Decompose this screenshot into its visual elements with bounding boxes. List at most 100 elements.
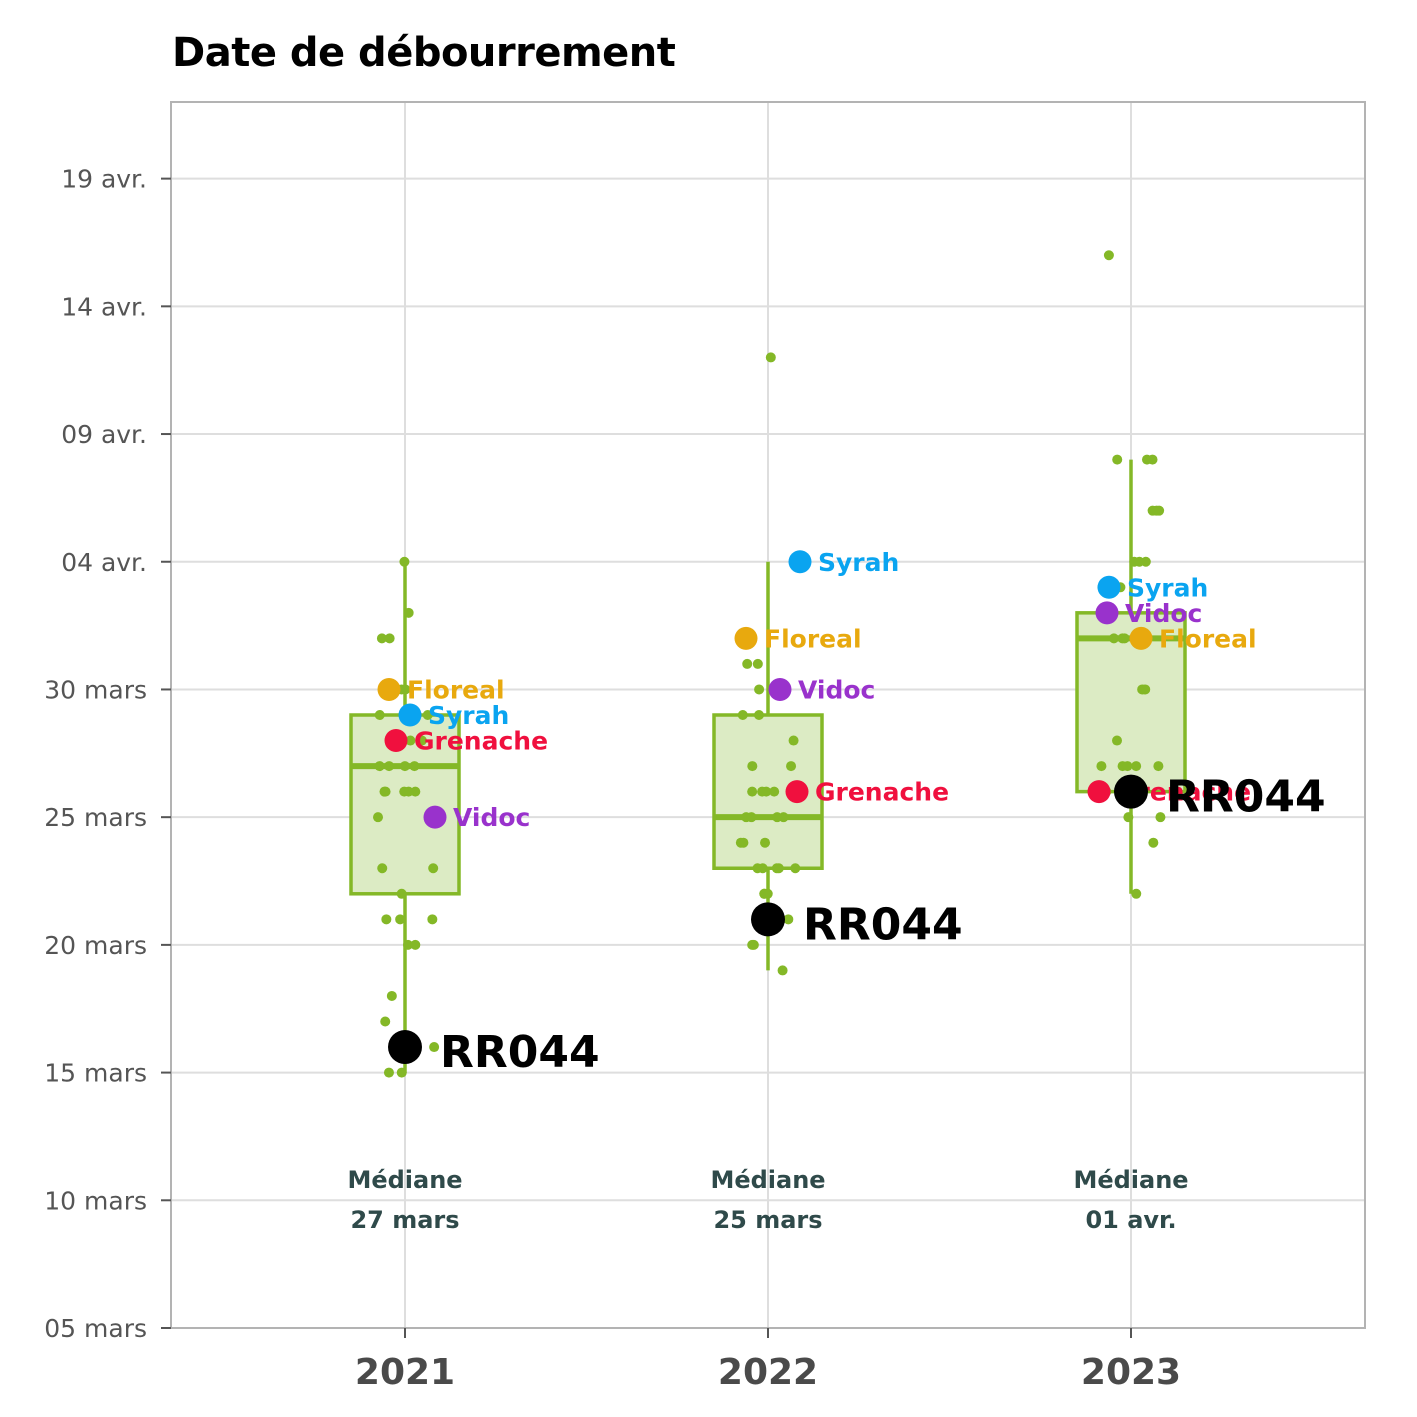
variety-rr044-2023: RR044 (1114, 772, 1326, 823)
observation-point (747, 761, 758, 772)
observation-point (416, 735, 427, 746)
variety-marker (398, 703, 422, 727)
y-tick-label: 09 avr. (61, 420, 147, 449)
variety-label: Floreal (407, 675, 505, 704)
observation-point (383, 1067, 394, 1078)
observation-point (786, 761, 797, 772)
observation-point (790, 863, 801, 874)
observation-point (429, 1042, 440, 1053)
variety-label: Syrah (428, 701, 509, 730)
variety-label: Syrah (1127, 573, 1208, 602)
y-tick-label: 30 mars (44, 675, 147, 704)
variety-marker (1114, 774, 1148, 809)
observation-point (760, 837, 771, 848)
variety-rr044-2021: RR044 (388, 1027, 600, 1078)
observation-point (788, 735, 799, 746)
observation-point (396, 1067, 407, 1078)
variety-marker (1129, 626, 1153, 650)
median-annotation-title: Médiane (710, 1166, 825, 1194)
observation-point (1131, 761, 1142, 772)
observation-point (410, 939, 421, 950)
variety-label: Vidoc (453, 803, 530, 832)
variety-syrah-2022: Syrah (788, 548, 899, 577)
observation-point (374, 761, 385, 772)
variety-vidoc-2023: Vidoc (1095, 599, 1202, 628)
observation-point (771, 863, 782, 874)
variety-label: RR044 (1166, 772, 1326, 823)
observation-point (403, 939, 414, 950)
observation-point (777, 965, 788, 976)
box-2023 (1075, 459, 1187, 894)
observation-point (1147, 505, 1158, 516)
variety-label: Syrah (818, 548, 899, 577)
variety-syrah-2021: Syrah (398, 701, 509, 730)
observation-point (400, 684, 411, 695)
observation-point (380, 786, 391, 797)
observation-point (754, 684, 765, 695)
observation-point (1119, 633, 1130, 644)
y-tick-label: 20 mars (44, 931, 147, 960)
observation-point (399, 556, 410, 567)
variety-floreal-2023: Floreal (1129, 624, 1257, 653)
observation-point (1129, 556, 1140, 567)
observation-point (384, 761, 395, 772)
observation-point (373, 812, 384, 823)
variety-marker (751, 902, 785, 937)
observation-point (1140, 684, 1151, 695)
variety-marker (423, 805, 447, 829)
x-tick-label: 2021 (355, 1352, 455, 1393)
observation-point (399, 761, 410, 772)
observation-point (409, 761, 420, 772)
median-annotation-value: 25 mars (713, 1206, 822, 1234)
observation-point (403, 607, 414, 618)
observation-point (1155, 812, 1166, 823)
observation-point (428, 863, 439, 874)
variety-label: Floreal (764, 624, 862, 653)
observation-point (754, 710, 765, 720)
variety-floreal-2021: Floreal (377, 675, 505, 704)
median-annotation-title: Médiane (347, 1166, 462, 1194)
observation-point (396, 888, 407, 899)
observation-point (765, 352, 776, 363)
y-tick-label: 15 mars (44, 1059, 147, 1088)
variety-grenache-2022: Grenache (785, 778, 949, 807)
observation-point (752, 658, 763, 669)
variety-label: RR044 (440, 1027, 600, 1078)
observation-point (384, 633, 395, 644)
observation-point (405, 735, 416, 746)
variety-marker (1087, 780, 1111, 804)
variety-label: Grenache (414, 727, 548, 756)
observation-point (735, 837, 746, 848)
variety-floreal-2022: Floreal (734, 624, 862, 653)
variety-marker (785, 780, 809, 804)
observation-point (377, 863, 388, 874)
observation-point (374, 710, 385, 720)
median-annotations: Médiane 27 mars Médiane 25 mars Médiane 01 av… (347, 1166, 1188, 1234)
observation-point (746, 812, 757, 823)
observation-point (772, 812, 783, 823)
observation-point (1112, 735, 1123, 746)
variety-label: Vidoc (1125, 599, 1202, 628)
observation-point (769, 786, 780, 797)
observation-point (422, 710, 433, 720)
median-annotation-value: 27 mars (350, 1206, 459, 1234)
variety-marker (788, 550, 812, 574)
variety-marker (384, 729, 408, 753)
observation-point (427, 914, 438, 925)
observation-point (395, 914, 406, 925)
observation-point (747, 939, 758, 950)
y-tick-label: 19 avr. (61, 165, 147, 194)
observation-point (376, 633, 387, 644)
observation-point (759, 888, 770, 899)
variety-grenache-2021: Grenache (384, 727, 548, 756)
observation-point (1123, 812, 1134, 823)
observation-point (1153, 761, 1164, 772)
x-tick-label: 2023 (1081, 1352, 1181, 1393)
x-tick-label: 2022 (718, 1352, 818, 1393)
y-tick-label: 05 mars (44, 1314, 147, 1343)
observation-point (1147, 454, 1158, 465)
y-tick-label: 10 mars (44, 1186, 147, 1215)
observation-point (1148, 837, 1159, 848)
